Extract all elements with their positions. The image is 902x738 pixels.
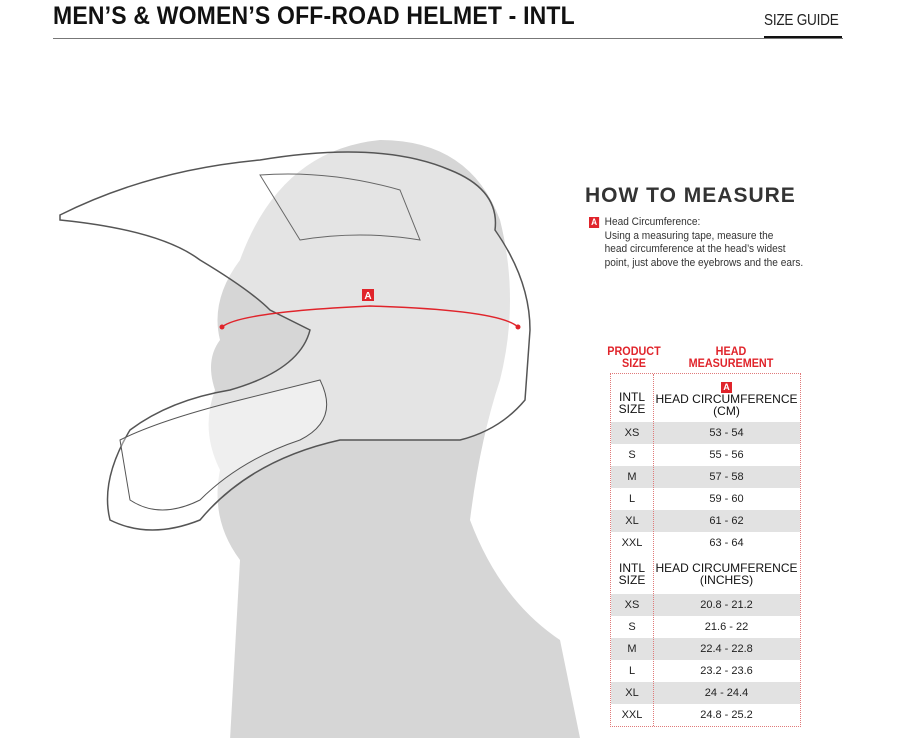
measure-label: (CM)	[713, 403, 740, 418]
header-line: HEAD	[715, 344, 747, 358]
size-label: SIZE	[618, 573, 646, 587]
table-row: XS 53 - 54	[611, 422, 800, 444]
size-cell: XL	[625, 515, 639, 527]
table-row: L 23.2 - 23.6	[611, 660, 800, 682]
measurement-cell: 24 - 24.4	[704, 687, 749, 699]
size-table: INTL SIZE A HEAD CIRCUMFERENCE (CM) XS 53 - …	[610, 373, 801, 727]
instruction-line: Using a measuring tape, measure the	[604, 229, 774, 242]
header-line: MEASUREMENT	[688, 356, 774, 370]
size-cell: S	[628, 621, 636, 633]
marker-a-badge: A	[589, 217, 600, 228]
size-label: INTL	[618, 561, 645, 575]
size-cell: XL	[625, 687, 639, 699]
section-header-cm: INTL SIZE A HEAD CIRCUMFERENCE (CM)	[611, 374, 800, 422]
size-cell: XS	[624, 427, 640, 439]
size-cell: S	[628, 449, 636, 461]
table-row: XL 24 - 24.4	[611, 682, 800, 704]
table-row: M 22.4 - 22.8	[611, 638, 800, 660]
size-cell: L	[628, 493, 636, 505]
size-cell: XXL	[621, 537, 643, 549]
measurement-cell: 53 - 54	[709, 427, 744, 439]
table-row: S 21.6 - 22	[611, 616, 800, 638]
header-line: PRODUCT	[607, 344, 661, 358]
size-cell: M	[627, 643, 637, 655]
measurement-cell: 22.4 - 22.8	[700, 643, 753, 655]
instruction-label: Head Circumference:	[604, 216, 701, 228]
page-title: MEN’S & WOMEN’S OFF-ROAD HELMET - INTL	[53, 2, 575, 30]
marker-a-badge	[362, 289, 374, 301]
table-row: L 59 - 60	[611, 488, 800, 510]
instruction-line: head circumference at the head’s widest	[604, 243, 786, 255]
helmet-illustration: A	[59, 140, 580, 738]
header-line: SIZE	[621, 356, 646, 370]
head-measurement-header: HEAD MEASUREMENT	[682, 345, 781, 369]
helmet-outline	[59, 151, 531, 531]
measurement-cell: 20.8 - 21.2	[700, 599, 753, 611]
table-row: M 57 - 58	[611, 466, 800, 488]
head-silhouette	[208, 140, 580, 738]
measurement-cell: 23.2 - 23.6	[700, 665, 753, 677]
measurement-line	[221, 305, 519, 328]
measurement-cell: 24.8 - 25.2	[700, 709, 753, 721]
measurement-cell: 59 - 60	[709, 493, 744, 505]
how-to-measure-title: HOW TO MEASURE	[585, 184, 796, 207]
measurement-cell: 63 - 64	[709, 537, 744, 549]
size-label: INTL	[618, 390, 645, 404]
product-size-header: PRODUCT SIZE	[607, 345, 661, 369]
size-cell: XXL	[621, 709, 643, 721]
table-row: XL 61 - 62	[611, 510, 800, 532]
measure-label: HEAD CIRCUMFERENCE	[655, 391, 798, 406]
section-header-inches: INTL SIZE HEAD CIRCUMFERENCE (INCHES)	[611, 554, 800, 594]
instruction-line: point, just above the eyebrows and the e…	[604, 256, 804, 269]
marker-a-badge: A	[721, 381, 732, 393]
helmet-visor-detail	[259, 173, 421, 241]
table-row: XXL 24.8 - 25.2	[611, 704, 800, 726]
measure-label: (INCHES)	[699, 573, 754, 587]
size-cell: M	[627, 471, 637, 483]
measurement-cell: 55 - 56	[709, 449, 744, 461]
header-divider	[53, 38, 843, 39]
measure-label: HEAD CIRCUMFERENCE	[655, 561, 798, 575]
table-row: S 55 - 56	[611, 444, 800, 466]
svg-text:A: A	[364, 291, 371, 302]
size-cell: XS	[624, 599, 640, 611]
measurement-cell: 61 - 62	[709, 515, 744, 527]
measurement-cell: 21.6 - 22	[704, 621, 749, 633]
table-row: XS 20.8 - 21.2	[611, 594, 800, 616]
size-guide-label: SIZE GUIDE	[764, 12, 839, 29]
size-guide-underline	[764, 36, 842, 39]
helmet-chin-guard	[119, 379, 328, 511]
table-row: XXL 63 - 64	[611, 532, 800, 554]
measure-instructions: A Head Circumference: Using a measuring …	[589, 216, 803, 270]
measurement-cell: 57 - 58	[709, 471, 744, 483]
size-cell: L	[628, 665, 636, 677]
size-label: SIZE	[618, 402, 646, 416]
